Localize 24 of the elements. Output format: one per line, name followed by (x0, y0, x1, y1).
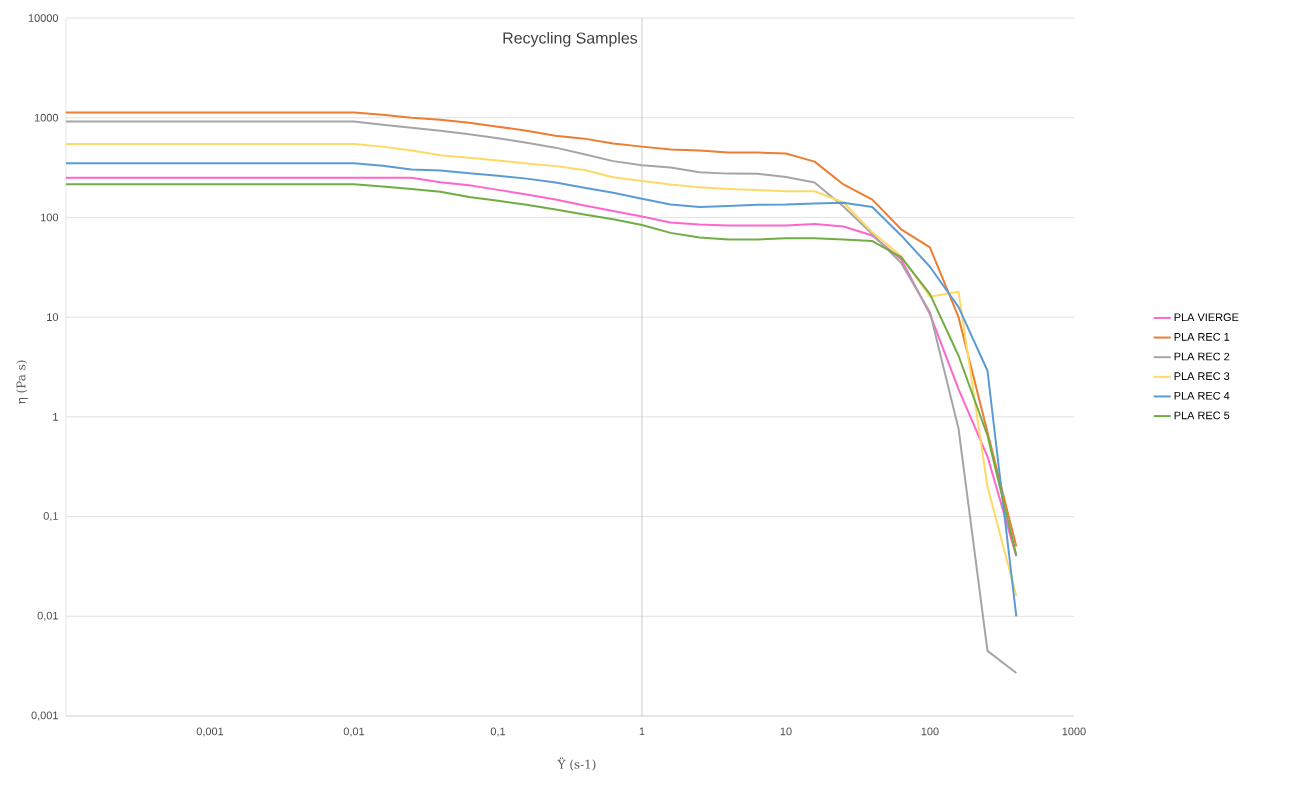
y-tick-label: 1000 (34, 113, 59, 122)
y-tick-label: 10000 (28, 14, 59, 22)
x-tick-label: 100 (921, 727, 939, 736)
legend-label: PLA REC 3 (1174, 372, 1230, 381)
legend-label: PLA REC 5 (1174, 411, 1230, 420)
legend-label: PLA REC 4 (1174, 391, 1230, 400)
y-axis-title: η (Pa s) (16, 360, 28, 404)
legend-label: PLA REC 2 (1174, 352, 1230, 361)
x-tick-label: 0,1 (490, 727, 506, 737)
y-tick-label: 100 (41, 213, 59, 222)
y-tick-label: 10 (47, 313, 59, 322)
x-tick-label: 0,001 (196, 727, 224, 737)
legend-label: PLA REC 1 (1174, 332, 1230, 341)
x-tick-label: 10 (780, 727, 792, 736)
x-tick-label: 1000 (1062, 727, 1086, 736)
x-tick-label: 0,01 (343, 727, 365, 737)
y-tick-label: 0,001 (31, 711, 58, 721)
y-tick-label: 1 (53, 413, 58, 421)
legend-label: PLA VIERGE (1174, 313, 1239, 322)
x-axis-title: Ÿ (s-1) (557, 757, 596, 771)
x-tick-label: 1 (639, 727, 645, 736)
y-tick-label: 0,1 (43, 512, 58, 522)
text: Recycling Samples (503, 32, 638, 47)
y-tick-label: 0,01 (37, 611, 58, 621)
